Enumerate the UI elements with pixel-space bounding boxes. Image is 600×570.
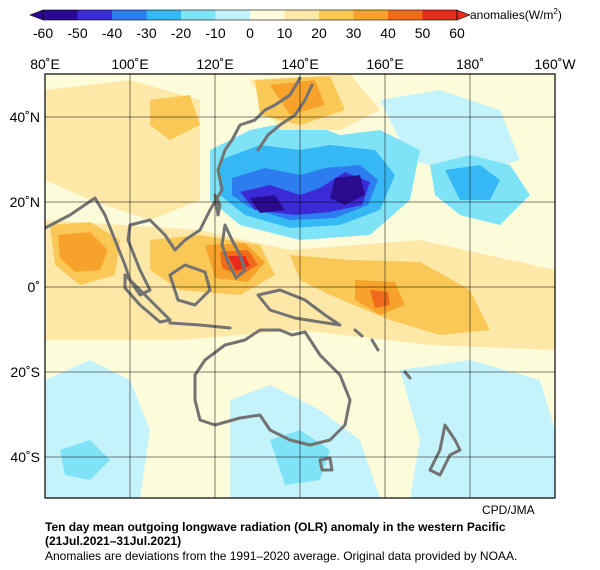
longitude-label: 80˚E bbox=[30, 56, 60, 72]
anomaly-positive-20-region bbox=[150, 95, 200, 140]
graticule-grid bbox=[45, 74, 555, 498]
colorbar-tick-label: -60 bbox=[33, 25, 53, 41]
anomaly-negative-20-region bbox=[60, 440, 110, 480]
coastlines bbox=[45, 76, 462, 477]
colorbar-low-arrow bbox=[29, 9, 44, 21]
longitude-label: 120˚E bbox=[196, 56, 233, 72]
anomaly-negative-60-region bbox=[250, 195, 285, 213]
colorbar-tick-label: -40 bbox=[102, 25, 122, 41]
longitude-label: 180˚ bbox=[456, 56, 484, 72]
map-panel: 80˚E 100˚E 120˚E 140˚E 160˚E 180˚ 160˚W 40˚N 20… bbox=[10, 56, 576, 499]
colorbar-tick-label: -10 bbox=[205, 25, 225, 41]
pacific-islands-coastline bbox=[353, 328, 412, 380]
colorbar-tick-label: -20 bbox=[171, 25, 191, 41]
latitude-label: 0˚ bbox=[28, 279, 40, 295]
colorbar-cell bbox=[284, 10, 320, 20]
map-credit: CPD/JMA bbox=[482, 503, 535, 517]
tasmania-coastline bbox=[318, 456, 334, 472]
colorbar-cell bbox=[181, 10, 216, 20]
latitude-label: 20˚N bbox=[10, 194, 40, 210]
colorbar-high-arrow bbox=[456, 9, 471, 21]
new-zealand-coastline bbox=[428, 423, 462, 477]
longitude-labels: 80˚E 100˚E 120˚E 140˚E 160˚E 180˚ 160˚W bbox=[30, 56, 576, 72]
longitude-label: 160˚E bbox=[366, 56, 403, 72]
colorbar-cell bbox=[250, 10, 285, 20]
colorbar-frame bbox=[42, 9, 458, 21]
colorbar-cell bbox=[353, 10, 389, 20]
latitude-label: 40˚S bbox=[10, 449, 40, 465]
colorbar-units-label: anomalies(W/m2) bbox=[470, 7, 562, 22]
colorbar-cell bbox=[422, 10, 458, 20]
taiwan-coastline bbox=[213, 193, 222, 217]
colorbar: -60 -50 -40 -30 -20 -10 0 10 20 30 40 50 60 anomalie… bbox=[29, 7, 562, 41]
figure-period: (21Jul.2021–31Jul.2021) bbox=[45, 534, 182, 548]
colorbar-cells bbox=[43, 10, 458, 20]
colorbar-cell bbox=[112, 10, 147, 20]
figure-title: Ten day mean outgoing longwave radiation… bbox=[45, 520, 506, 534]
colorbar-tick-labels: -60 -50 -40 -30 -20 -10 0 10 20 30 40 50 60 bbox=[33, 25, 465, 41]
philippines-coastline bbox=[220, 223, 247, 280]
latitude-label: 40˚N bbox=[10, 109, 40, 125]
borneo-coastline bbox=[168, 263, 212, 307]
latitude-labels: 40˚N 20˚N 0˚ 20˚S 40˚S bbox=[10, 109, 40, 465]
anomaly-negative-10-region bbox=[400, 360, 555, 498]
colorbar-cell bbox=[146, 10, 182, 20]
colorbar-cell bbox=[43, 10, 78, 20]
colorbar-tick-label: 0 bbox=[246, 25, 254, 41]
longitude-label: 160˚W bbox=[534, 56, 576, 72]
colorbar-tick-label: 40 bbox=[380, 25, 396, 41]
map-frame bbox=[44, 73, 556, 499]
colorbar-cell bbox=[215, 10, 251, 20]
longitude-label: 100˚E bbox=[111, 56, 148, 72]
java-coastline bbox=[168, 321, 232, 330]
new-guinea-coastline bbox=[256, 288, 342, 327]
asia-coastline bbox=[45, 76, 302, 297]
australia-coastline bbox=[193, 328, 352, 447]
colorbar-tick-label: 30 bbox=[346, 25, 362, 41]
colorbar-cell bbox=[388, 10, 423, 20]
longitude-label: 140˚E bbox=[281, 56, 318, 72]
anomaly-negative-60-region bbox=[330, 175, 365, 205]
anomaly-positive-30-region bbox=[58, 232, 108, 272]
latitude-label: 20˚S bbox=[10, 364, 40, 380]
colorbar-cell bbox=[319, 10, 354, 20]
colorbar-tick-label: -50 bbox=[67, 25, 87, 41]
colorbar-tick-label: 20 bbox=[311, 25, 327, 41]
colorbar-tick-label: 10 bbox=[277, 25, 293, 41]
colorbar-tick-label: 60 bbox=[449, 25, 465, 41]
colorbar-tick-label: -30 bbox=[136, 25, 156, 41]
figure-note: Anomalies are deviations from the 1991–2… bbox=[45, 549, 518, 563]
anomaly-negative-30-region bbox=[445, 165, 500, 200]
colorbar-cell bbox=[77, 10, 113, 20]
japan-coastline bbox=[256, 83, 314, 152]
sumatra-coastline bbox=[123, 273, 172, 324]
colorbar-tick-label: 50 bbox=[415, 25, 431, 41]
